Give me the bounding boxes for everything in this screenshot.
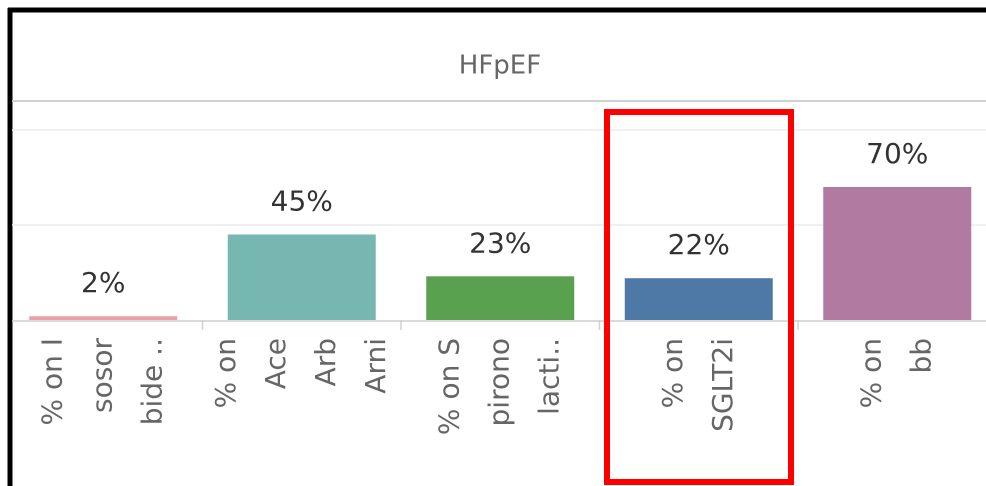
bar	[426, 276, 575, 320]
x-tick-label: % on	[656, 338, 689, 408]
x-tick-label: % on S	[432, 338, 465, 435]
value-label: 22%	[668, 228, 730, 261]
x-tick-label: pirono	[482, 338, 515, 426]
bar	[29, 316, 178, 320]
highlight-box	[604, 109, 794, 485]
value-label: 23%	[469, 226, 531, 259]
bar	[624, 278, 773, 320]
x-tick-label: % on	[209, 338, 242, 408]
bar	[823, 187, 972, 320]
x-tick-label: lacti..	[532, 338, 565, 415]
x-tick-label: Arb	[309, 338, 342, 386]
x-tick-label: bide ..	[135, 338, 168, 425]
x-tick-label: Ace	[259, 338, 292, 389]
x-tick-label: sosor	[85, 338, 118, 413]
x-tick-label: % on	[854, 338, 887, 408]
x-tick-label: bb	[904, 338, 937, 374]
x-tick-label: SGLT2i	[706, 338, 739, 432]
value-label: 2%	[81, 266, 125, 299]
value-label: 45%	[271, 185, 333, 218]
x-tick-label: Arni	[359, 338, 392, 394]
value-label: 70%	[866, 137, 928, 170]
bar	[227, 234, 376, 320]
chart-title: HFpEF	[459, 51, 541, 81]
x-tick-label: % on I	[35, 338, 68, 426]
